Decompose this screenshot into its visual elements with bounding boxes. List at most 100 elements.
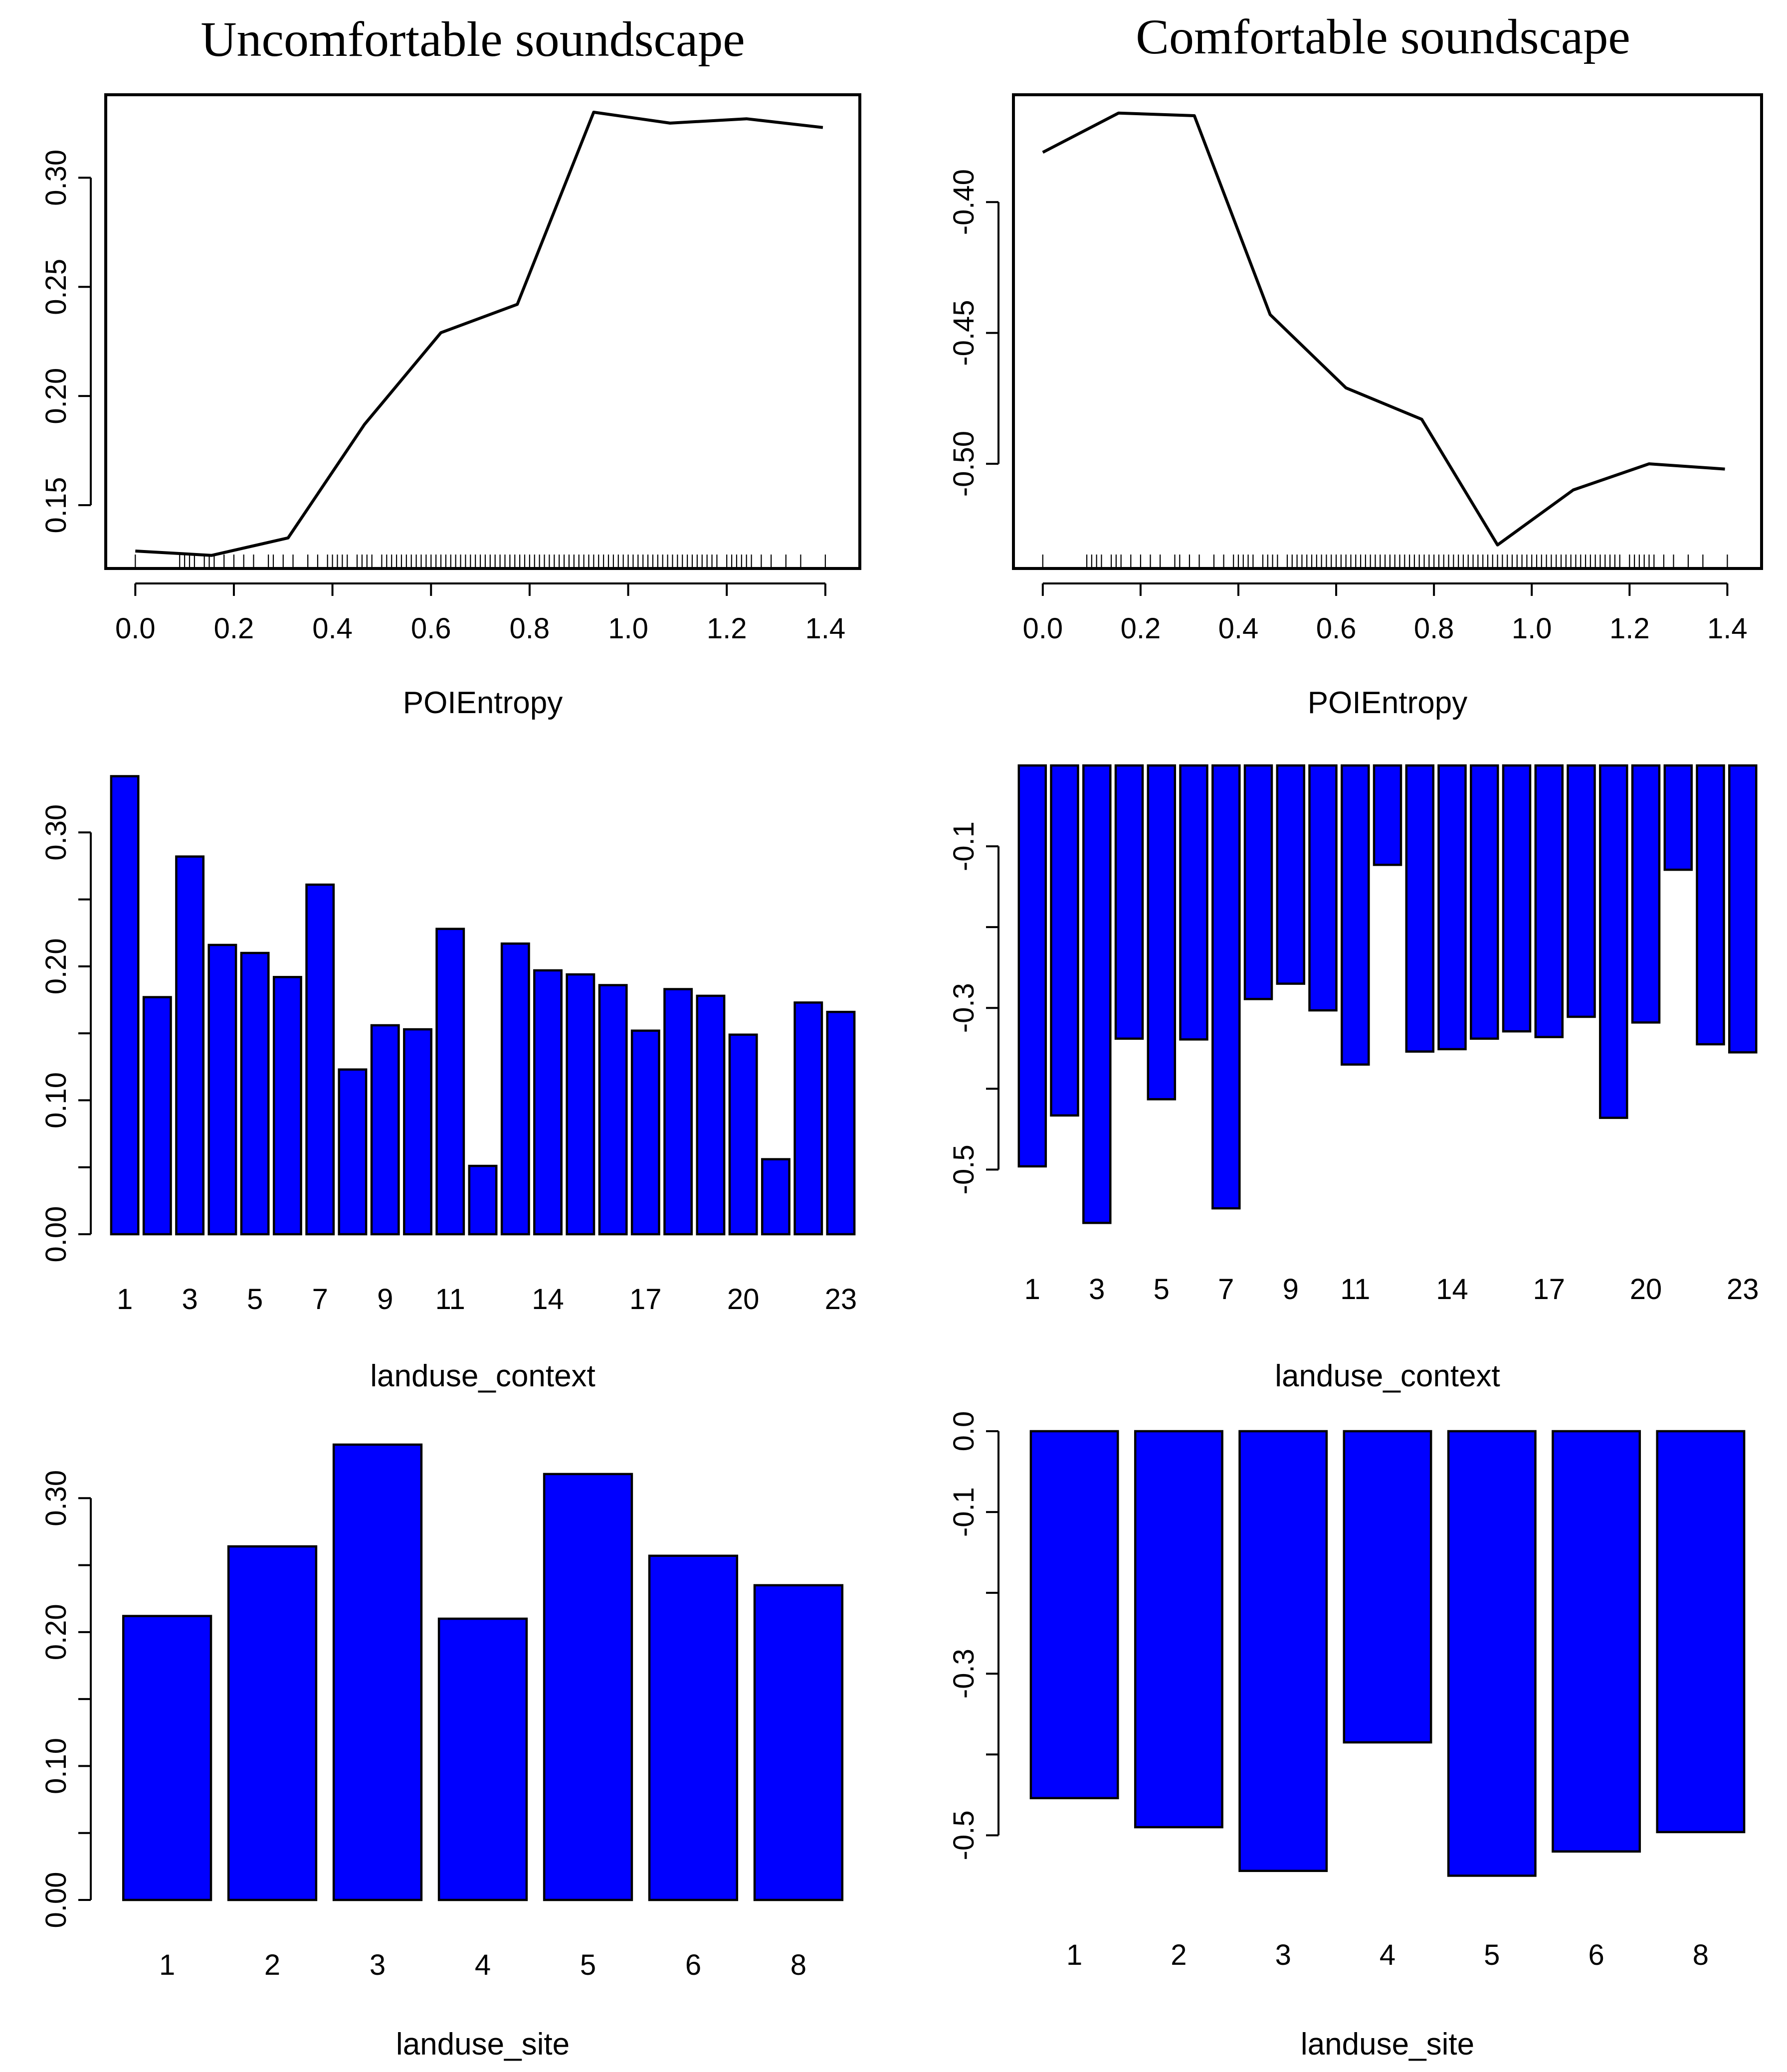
category-label: 3 bbox=[1275, 1939, 1291, 1971]
bar-5 bbox=[543, 1473, 633, 1901]
y-tick-label: -0.1 bbox=[948, 821, 980, 871]
category-label: 4 bbox=[475, 1949, 491, 1981]
bar-10 bbox=[1308, 764, 1338, 1012]
category-label: 7 bbox=[1218, 1273, 1234, 1306]
x-tick-label: 1.4 bbox=[1707, 612, 1748, 645]
category-label: 8 bbox=[791, 1949, 806, 1981]
bar-11 bbox=[1341, 764, 1370, 1066]
category-label: 23 bbox=[1727, 1273, 1759, 1306]
bar-2 bbox=[1050, 764, 1079, 1117]
bar-13 bbox=[500, 942, 530, 1236]
bar-4 bbox=[437, 1617, 528, 1901]
y-tick-label: -0.5 bbox=[948, 1144, 980, 1194]
bar-7 bbox=[305, 883, 335, 1236]
bar-22 bbox=[794, 1001, 823, 1236]
category-label: 11 bbox=[435, 1283, 465, 1316]
bar-2 bbox=[142, 996, 172, 1236]
bar-4 bbox=[1114, 764, 1144, 1040]
y-tick-label: -0.5 bbox=[948, 1810, 980, 1860]
landuse-context-comfortable-panel: -0.5 -0.3 -0.1 1 3 5 7 9 11 14 17 20 23 landuse_conte… bbox=[948, 764, 1759, 1393]
bar-23 bbox=[1728, 764, 1758, 1054]
category-label: 9 bbox=[377, 1283, 393, 1316]
y-tick-label: 0.00 bbox=[40, 1206, 72, 1263]
bar-1 bbox=[122, 1615, 212, 1901]
category-label: 17 bbox=[629, 1283, 662, 1316]
y-tick-label: -0.45 bbox=[948, 300, 980, 366]
plot-frame bbox=[1012, 93, 1763, 570]
bar-6 bbox=[1179, 764, 1208, 1041]
y-tick-label: 0.30 bbox=[40, 1470, 72, 1526]
category-label: 14 bbox=[532, 1283, 564, 1316]
bar-9 bbox=[370, 1024, 400, 1236]
bar-8 bbox=[1656, 1430, 1746, 1834]
bar-2 bbox=[227, 1545, 318, 1901]
category-label: 17 bbox=[1533, 1273, 1565, 1306]
category-label: 8 bbox=[1693, 1939, 1709, 1971]
bar-17 bbox=[630, 1029, 660, 1236]
y-tick-label: 0.0 bbox=[948, 1411, 980, 1452]
partial-dependence-line bbox=[135, 111, 823, 557]
bar-13 bbox=[1405, 764, 1435, 1053]
category-label: 5 bbox=[1154, 1273, 1170, 1306]
bar-21 bbox=[1663, 764, 1693, 871]
bar-12 bbox=[1373, 764, 1402, 866]
x-axis-title: POIEntropy bbox=[1308, 686, 1467, 720]
bar-19 bbox=[696, 994, 726, 1236]
bar-10 bbox=[403, 1028, 432, 1236]
bar-23 bbox=[826, 1010, 856, 1236]
bar-18 bbox=[1567, 764, 1596, 1018]
category-label: 11 bbox=[1340, 1273, 1370, 1306]
bar-15 bbox=[566, 973, 596, 1236]
bar-20 bbox=[728, 1033, 758, 1236]
bar-4 bbox=[207, 943, 237, 1236]
category-label: 4 bbox=[1380, 1939, 1395, 1971]
category-label: 14 bbox=[1436, 1273, 1468, 1306]
bar-16 bbox=[1502, 764, 1532, 1033]
bar-1 bbox=[1029, 1430, 1119, 1800]
category-label: 1 bbox=[159, 1949, 175, 1981]
y-tick-label: 0.10 bbox=[40, 1738, 72, 1794]
category-label: 7 bbox=[312, 1283, 328, 1316]
x-tick-label: 0.4 bbox=[1218, 612, 1259, 645]
y-tick-label: -0.3 bbox=[948, 1649, 980, 1698]
bar-3 bbox=[175, 855, 205, 1236]
bar-19 bbox=[1599, 764, 1628, 1119]
x-tick-label: 0.6 bbox=[411, 612, 451, 645]
y-tick-label: 0.20 bbox=[40, 368, 72, 424]
y-tick-label: 0.25 bbox=[40, 259, 72, 315]
category-label: 23 bbox=[825, 1283, 857, 1316]
y-tick-label: -0.50 bbox=[948, 431, 980, 497]
bar-14 bbox=[1437, 764, 1467, 1051]
y-tick-label: 0.30 bbox=[40, 150, 72, 206]
y-tick-label: 0.15 bbox=[40, 477, 72, 534]
x-tick-label: 0.8 bbox=[510, 612, 550, 645]
x-tick-label: 0.4 bbox=[312, 612, 353, 645]
x-tick-label: 1.0 bbox=[608, 612, 648, 645]
category-label: 6 bbox=[1588, 1939, 1604, 1971]
category-label: 2 bbox=[264, 1949, 280, 1981]
right-column-title: Comfortable soundscape bbox=[1136, 9, 1630, 64]
category-label: 5 bbox=[580, 1949, 596, 1981]
plot-frame bbox=[104, 93, 861, 570]
poi-entropy-uncomfortable-panel: 0.0 0.2 0.4 0.6 0.8 1.0 1.2 1.4 0.15 0.20 0.25 0.30… bbox=[40, 93, 861, 720]
category-label: 3 bbox=[182, 1283, 198, 1316]
bar-8 bbox=[1243, 764, 1273, 1000]
y-tick-label: 0.20 bbox=[40, 938, 72, 994]
y-tick-label: -0.40 bbox=[948, 169, 980, 235]
bar-9 bbox=[1276, 764, 1306, 985]
category-label: 20 bbox=[727, 1283, 760, 1316]
bar-3 bbox=[332, 1443, 423, 1901]
x-axis-title: landuse_context bbox=[1275, 1359, 1500, 1393]
x-tick-label: 0.8 bbox=[1414, 612, 1454, 645]
category-label: 3 bbox=[370, 1949, 386, 1981]
bar-22 bbox=[1696, 764, 1725, 1046]
bar-8 bbox=[338, 1068, 368, 1236]
bar-8 bbox=[753, 1584, 844, 1901]
x-tick-label: 0.2 bbox=[214, 612, 254, 645]
landuse-site-comfortable-panel: -0.5 -0.3 -0.1 0.0 1 2 3 4 5 6 8 landuse_site bbox=[948, 1411, 1746, 2062]
x-tick-label: 1.2 bbox=[707, 612, 747, 645]
x-tick-label: 1.0 bbox=[1512, 612, 1552, 645]
bar-5 bbox=[1147, 764, 1177, 1101]
x-tick-label: 1.2 bbox=[1609, 612, 1650, 645]
